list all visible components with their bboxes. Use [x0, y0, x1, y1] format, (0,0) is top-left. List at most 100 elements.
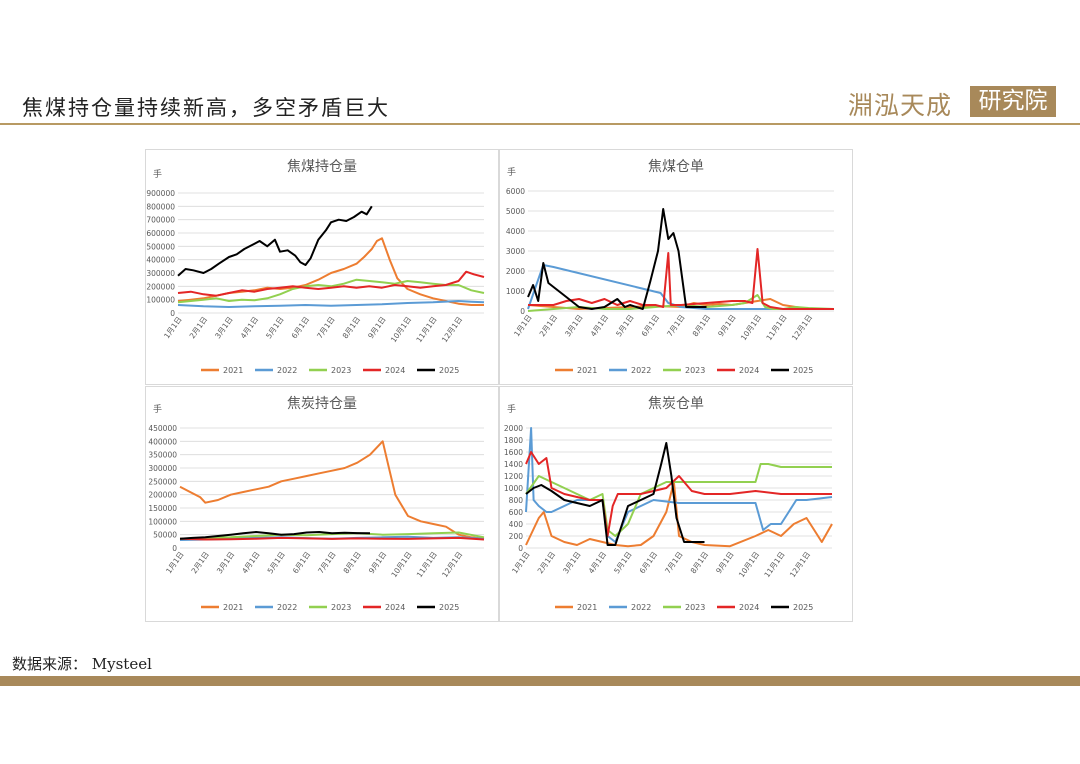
chart-panel-coke-warrants: 焦炭仓单 手 0 200 400 600 800 1000 1200 1400 1600 1800 20…: [499, 386, 853, 622]
y-tick-label: 2000: [504, 424, 523, 433]
x-tick-label: 4月1日: [240, 550, 261, 575]
x-tick-label: 8月1日: [342, 550, 363, 575]
legend-label: 2021: [577, 603, 597, 612]
legend-label: 2022: [631, 603, 651, 612]
legend-label: 2022: [277, 366, 297, 375]
x-tick-label: 11月1日: [764, 313, 788, 342]
y-tick-label: 0: [518, 544, 523, 553]
series-line-2025: [177, 205, 373, 277]
chart-coking-coal-warrants: 焦煤仓单 手 0 1000 2000 3000 4000 5000 6000 1月1日 2月1日 3月…: [506, 159, 835, 375]
y-tick-label: 400000: [148, 437, 177, 446]
x-tick-label: 1月1日: [510, 550, 531, 575]
y-tick-label: 2000: [506, 267, 525, 276]
x-tick-label: 10月1日: [737, 550, 761, 579]
y-tick-label: 0: [172, 544, 177, 553]
y-tick-label: 100000: [148, 517, 177, 526]
x-tick-label: 5月1日: [614, 313, 635, 338]
x-tick-label: 4月1日: [587, 550, 608, 575]
x-tick-label: 2月1日: [188, 315, 209, 340]
y-tick-label: 1600: [504, 448, 523, 457]
legend-label: 2021: [577, 366, 597, 375]
legend-label: 2023: [685, 603, 705, 612]
unit-label: 手: [153, 403, 162, 415]
chart-title: 焦炭持仓量: [287, 396, 357, 412]
chart-title: 焦煤持仓量: [287, 159, 357, 175]
x-tick-label: 8月1日: [691, 313, 712, 338]
unit-label: 手: [507, 403, 516, 415]
legend-label: 2022: [277, 603, 297, 612]
y-tick-label: 800: [509, 496, 524, 505]
series-line-2023: [525, 463, 832, 537]
series-line-2025: [525, 442, 705, 546]
x-tick-label: 11月1日: [762, 550, 786, 579]
y-tick-label: 800000: [146, 202, 175, 211]
legend-label: 2024: [385, 603, 405, 612]
x-tick-label: 6月1日: [291, 550, 312, 575]
x-tick-label: 5月1日: [266, 550, 287, 575]
series-line-2023: [177, 278, 485, 304]
legend-label: 2025: [793, 366, 813, 375]
y-tick-label: 900000: [146, 189, 175, 198]
x-tick-label: 10月1日: [389, 550, 413, 579]
y-tick-label: 1000: [504, 484, 523, 493]
x-tick-label: 7月1日: [665, 313, 686, 338]
x-tick-label: 1月1日: [164, 550, 185, 575]
series-line-2021: [525, 481, 833, 548]
y-tick-label: 100000: [146, 296, 175, 305]
x-tick-label: 3月1日: [563, 313, 584, 338]
data-source: 数据来源： Mysteel: [12, 655, 152, 673]
legend-label: 2023: [685, 366, 705, 375]
y-tick-label: 150000: [148, 504, 177, 513]
chart-panel-coking-coal-warrants: 焦煤仓单 手 0 1000 2000 3000 4000 5000 6000 1月1日 2月1日 3月…: [499, 149, 853, 385]
logo-text: 淵泓天成: [848, 91, 953, 120]
x-tick-label: 8月1日: [689, 550, 710, 575]
series-line-2024: [528, 248, 834, 310]
chart-panel-coke-oi: 焦炭持仓量 手 0 50000 100000 150000 200000 250000 3000…: [145, 386, 499, 622]
y-tick-label: 600: [509, 508, 524, 517]
y-tick-label: 300000: [148, 464, 177, 473]
y-tick-label: 3000: [506, 247, 525, 256]
y-tick-label: 1200: [504, 472, 523, 481]
company-logo: 淵泓天成 研究院: [848, 86, 1056, 120]
y-tick-label: 450000: [148, 424, 177, 433]
unit-label: 手: [507, 166, 516, 178]
y-tick-label: 200000: [146, 282, 175, 291]
legend-label: 2025: [439, 366, 459, 375]
x-tick-label: 10月1日: [739, 313, 763, 342]
x-tick-label: 1月1日: [162, 315, 183, 340]
legend-label: 2025: [793, 603, 813, 612]
y-tick-label: 1400: [504, 460, 523, 469]
chart-coke-oi: 焦炭持仓量 手 0 50000 100000 150000 200000 250000 3000…: [148, 396, 485, 612]
y-tick-label: 0: [170, 309, 175, 318]
x-tick-label: 3月1日: [561, 550, 582, 575]
y-tick-label: 4000: [506, 227, 525, 236]
x-tick-label: 1月1日: [512, 313, 533, 338]
y-tick-label: 200: [509, 532, 524, 541]
y-tick-label: 600000: [146, 229, 175, 238]
series-line-2024: [179, 536, 485, 541]
x-tick-label: 12月1日: [788, 550, 812, 579]
chart-title: 焦炭仓单: [648, 396, 704, 412]
x-tick-label: 6月1日: [290, 315, 311, 340]
x-tick-label: 2月1日: [538, 313, 559, 338]
y-tick-label: 6000: [506, 187, 525, 196]
y-tick-label: 300000: [146, 269, 175, 278]
x-tick-label: 3月1日: [213, 315, 234, 340]
x-tick-label: 3月1日: [215, 550, 236, 575]
legend-label: 2025: [439, 603, 459, 612]
y-tick-label: 700000: [146, 216, 175, 225]
x-tick-label: 10月1日: [389, 315, 413, 344]
series-line-2025: [527, 208, 707, 310]
y-tick-label: 200000: [148, 491, 177, 500]
series-line-2025: [179, 531, 371, 540]
y-tick-label: 0: [520, 307, 525, 316]
title-divider: [0, 123, 1080, 125]
series-line-2022: [525, 427, 833, 543]
y-tick-label: 5000: [506, 207, 525, 216]
y-tick-label: 250000: [148, 477, 177, 486]
logo-box: 研究院: [970, 86, 1056, 117]
x-tick-label: 7月1日: [316, 550, 337, 575]
legend-label: 2024: [385, 366, 405, 375]
legend-label: 2023: [331, 603, 351, 612]
